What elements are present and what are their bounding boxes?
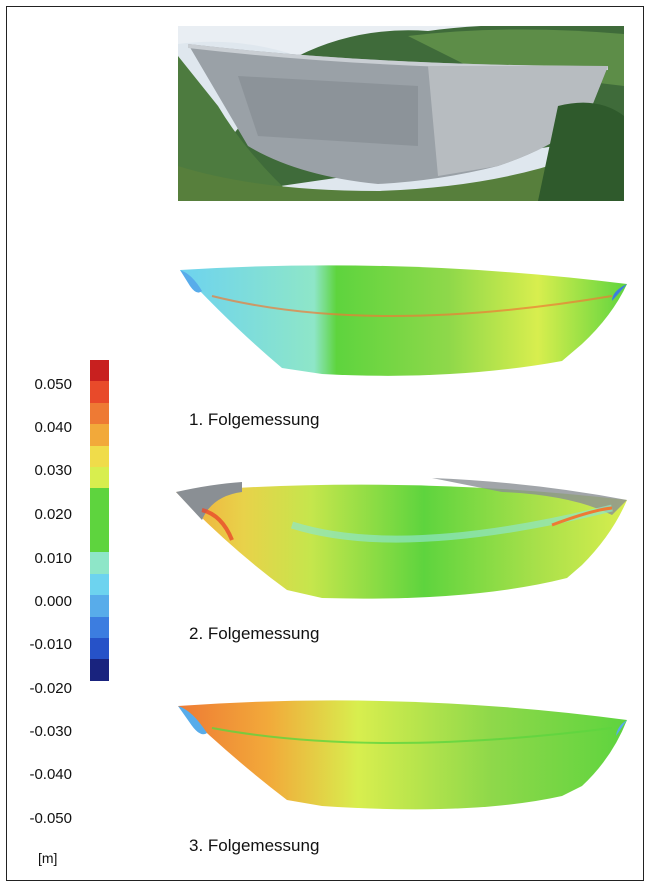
legend-unit: [m] <box>38 850 58 866</box>
dam-map-3 <box>178 700 627 810</box>
legend-label-0.000: 0.000 <box>34 593 72 610</box>
legend-swatch <box>90 659 109 681</box>
dam-map-1 <box>180 265 627 376</box>
legend-swatch <box>90 424 109 446</box>
legend-swatch <box>90 573 109 596</box>
legend-swatch <box>90 616 109 638</box>
legend-swatch <box>90 637 109 660</box>
legend-label-0.050: 0.050 <box>34 376 72 393</box>
legend-swatch <box>90 488 109 521</box>
legend-swatch <box>90 360 109 382</box>
legend-swatch <box>90 552 109 574</box>
legend-label-minus-0.020: -0.020 <box>29 680 72 697</box>
legend-label-minus-0.040: -0.040 <box>29 766 72 783</box>
panel-caption-1: 1. Folgemessung <box>189 410 320 429</box>
legend-swatch <box>90 595 109 617</box>
legend-swatch <box>90 466 109 489</box>
dam-photo <box>178 26 624 201</box>
legend-label-0.010: 0.010 <box>34 550 72 567</box>
figure-frame <box>6 6 644 881</box>
legend-swatch <box>90 402 109 425</box>
panel-caption-2: 2. Folgemessung <box>189 624 320 643</box>
legend-label-minus-0.030: -0.030 <box>29 723 72 740</box>
legend-label-0.020: 0.020 <box>34 506 72 523</box>
legend-swatch <box>90 381 109 403</box>
legend-swatch <box>90 445 109 467</box>
legend-swatch <box>90 520 109 553</box>
legend-label-0.040: 0.040 <box>34 419 72 436</box>
legend-label-minus-0.050: -0.050 <box>29 810 72 827</box>
dam-map-2 <box>176 478 627 599</box>
legend-label-minus-0.010: -0.010 <box>29 636 72 653</box>
legend-colorbar <box>90 360 109 681</box>
legend-label-0.030: 0.030 <box>34 462 72 479</box>
panel-caption-3: 3. Folgemessung <box>189 836 320 855</box>
